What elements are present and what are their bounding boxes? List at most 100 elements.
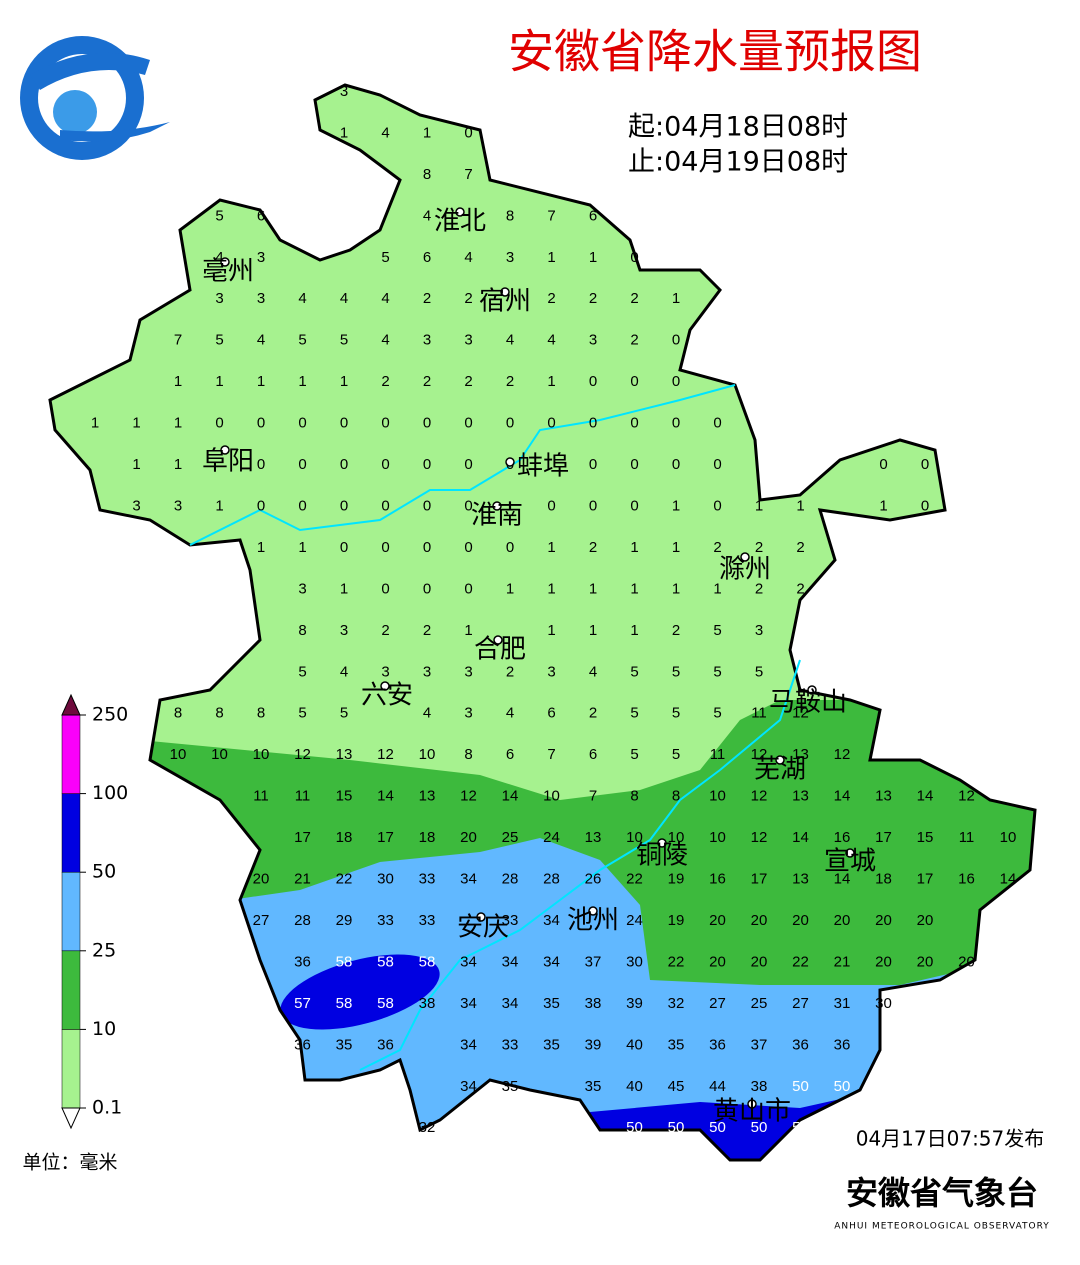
rain-value: 6 <box>506 746 514 763</box>
rain-value: 12 <box>460 788 477 805</box>
rain-value: 35 <box>668 1036 685 1053</box>
rain-value: 0 <box>340 456 348 473</box>
rain-value: 0 <box>672 456 680 473</box>
city-dot <box>588 906 598 916</box>
rain-value: 20 <box>709 912 726 929</box>
rain-value: 5 <box>340 332 348 349</box>
legend-arrow-top <box>61 693 81 716</box>
rain-value: 8 <box>672 788 680 805</box>
rain-value: 1 <box>132 415 140 432</box>
rain-value: 1 <box>547 373 555 390</box>
rain-value: 1 <box>547 539 555 556</box>
rain-value: 58 <box>377 953 394 970</box>
rain-value: 35 <box>502 1078 519 1095</box>
rain-value: 0 <box>423 497 431 514</box>
rain-value: 1 <box>547 622 555 639</box>
rain-value: 13 <box>336 746 353 763</box>
rain-value: 36 <box>709 1036 726 1053</box>
rain-value: 8 <box>174 705 182 722</box>
rain-value: 3 <box>464 332 472 349</box>
rain-value: 25 <box>751 995 768 1012</box>
rain-value: 1 <box>298 373 306 390</box>
rain-value: 13 <box>792 871 809 888</box>
rain-value: 12 <box>958 788 975 805</box>
rain-value: 3 <box>215 290 223 307</box>
rain-value: 2 <box>589 539 597 556</box>
rain-value: 0 <box>713 415 721 432</box>
rain-value: 2 <box>423 290 431 307</box>
rain-value: 0 <box>257 497 265 514</box>
rain-value: 11 <box>295 788 311 805</box>
city-dot <box>455 207 465 217</box>
rain-value: 28 <box>543 871 560 888</box>
rain-value: 11 <box>253 788 269 805</box>
rain-value: 4 <box>381 332 389 349</box>
city-dot <box>220 257 230 267</box>
rain-value: 5 <box>381 249 389 266</box>
rain-value: 12 <box>751 746 768 763</box>
rain-value: 0 <box>381 539 389 556</box>
rain-value: 0 <box>713 497 721 514</box>
rain-value: 27 <box>792 995 809 1012</box>
rain-value: 0 <box>464 415 472 432</box>
rain-value: 0 <box>464 456 472 473</box>
rain-value: 4 <box>589 663 597 680</box>
rain-value: 0 <box>630 415 638 432</box>
rain-value: 3 <box>381 663 389 680</box>
rain-value: 2 <box>464 373 472 390</box>
rain-value: 0 <box>423 456 431 473</box>
rain-value: 13 <box>792 788 809 805</box>
rain-value: 5 <box>340 705 348 722</box>
rain-value: 12 <box>377 746 394 763</box>
rain-value: 1 <box>630 622 638 639</box>
city-dot <box>500 287 510 297</box>
rain-value: 35 <box>336 1036 353 1053</box>
legend-label: 0.1 <box>92 1097 122 1119</box>
rain-value: 5 <box>713 622 721 639</box>
rain-value: 2 <box>755 580 763 597</box>
rain-value: 1 <box>423 124 431 141</box>
rain-value: 5 <box>755 663 763 680</box>
legend-swatch <box>61 871 81 952</box>
rain-value: 4 <box>506 705 514 722</box>
rain-value: 33 <box>502 912 519 929</box>
rain-value: 3 <box>340 622 348 639</box>
city-dot <box>747 1099 757 1109</box>
rain-value: 14 <box>377 788 394 805</box>
rain-value: 14 <box>917 788 934 805</box>
rain-value: 14 <box>502 788 519 805</box>
rain-value: 34 <box>460 1078 477 1095</box>
rain-value: 8 <box>630 788 638 805</box>
rain-value: 5 <box>713 705 721 722</box>
rain-value: 6 <box>547 705 555 722</box>
rain-value: 20 <box>751 953 768 970</box>
rain-value: 6 <box>257 207 265 224</box>
end-time: 止:04月19日08时 <box>628 147 848 178</box>
rain-value: 35 <box>585 1078 602 1095</box>
rain-value: 3 <box>340 83 348 100</box>
rain-value: 7 <box>547 207 555 224</box>
city-name: 亳州 <box>202 257 254 287</box>
rain-value: 20 <box>460 829 477 846</box>
rain-value: 31 <box>834 995 851 1012</box>
legend-label: 50 <box>92 861 116 883</box>
rain-value: 50 <box>792 1078 809 1095</box>
rain-value: 0 <box>589 497 597 514</box>
rain-value: 33 <box>502 1036 519 1053</box>
rain-value: 30 <box>377 871 394 888</box>
rain-value: 10 <box>419 746 436 763</box>
rain-value: 50 <box>626 1119 643 1136</box>
rain-value: 3 <box>423 663 431 680</box>
legend-label: 10 <box>92 1018 116 1040</box>
rain-value: 2 <box>423 373 431 390</box>
rain-value: 5 <box>298 705 306 722</box>
rain-value: 3 <box>755 622 763 639</box>
rain-value: 0 <box>672 373 680 390</box>
rain-value: 36 <box>377 1036 394 1053</box>
rain-value: 34 <box>502 953 519 970</box>
rain-value: 29 <box>336 912 353 929</box>
city-name: 淮北 <box>434 207 486 237</box>
rain-value: 10 <box>253 746 270 763</box>
rain-value: 3 <box>589 332 597 349</box>
rain-value: 2 <box>464 290 472 307</box>
